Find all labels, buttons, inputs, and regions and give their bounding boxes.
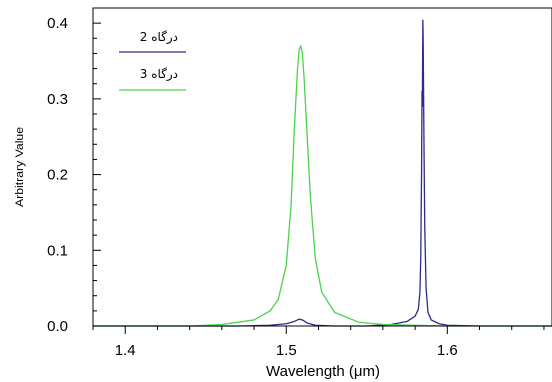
x-tick-label: 1.6 (437, 342, 458, 359)
legend: درگاه 2 درگاه 3 (119, 30, 186, 91)
series-line-1 (93, 19, 552, 327)
plot-frame (92, 7, 552, 327)
x-tick-label: 1.4 (115, 342, 136, 359)
x-axis-title: Wavelength (μm) (266, 363, 380, 380)
y-axis: 0.0 0.1 0.2 0.3 0.4 (47, 7, 101, 335)
y-tick-label: 0.2 (47, 167, 68, 184)
y-tick-label: 0.3 (47, 91, 68, 108)
legend-label: درگاه 2 (140, 30, 178, 45)
series-layer (93, 19, 552, 327)
y-tick-label: 0.1 (47, 242, 68, 259)
legend-label: درگاه 3 (140, 67, 178, 82)
x-axis: 1.4 1.5 1.6 (92, 326, 545, 359)
series-line-2 (93, 45, 552, 327)
x-tick-label: 1.5 (276, 342, 297, 359)
y-axis-title: Arbitrary Value (14, 127, 26, 207)
y-tick-label: 0.0 (47, 318, 68, 335)
y-tick-label: 0.4 (47, 15, 68, 32)
